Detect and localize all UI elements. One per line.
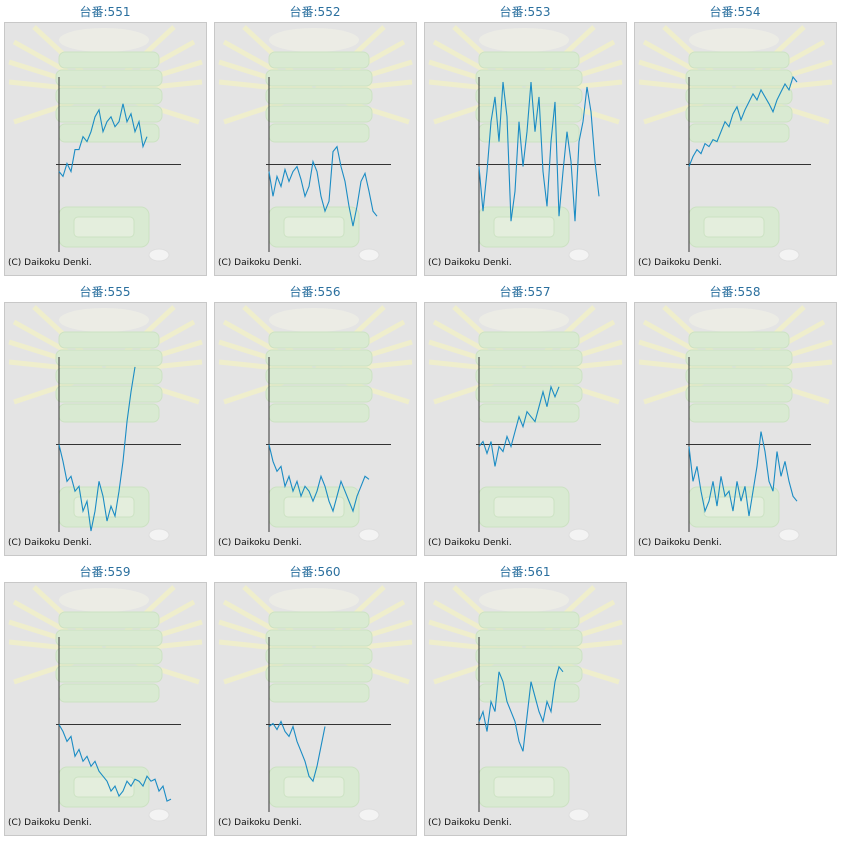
data-line	[478, 384, 560, 467]
data-line	[688, 75, 798, 167]
panel: (C) Daikoku Denki.	[634, 22, 837, 276]
credit: (C) Daikoku Denki.	[8, 818, 92, 828]
panel: (C) Daikoku Denki.	[634, 302, 837, 556]
data-line	[268, 720, 326, 783]
panel: (C) Daikoku Denki.	[4, 22, 207, 276]
credit: (C) Daikoku Denki.	[638, 538, 722, 548]
credit: (C) Daikoku Denki.	[8, 258, 92, 268]
panel: (C) Daikoku Denki.	[424, 582, 627, 836]
data-line	[58, 103, 148, 178]
data-line	[688, 431, 798, 517]
panel: (C) Daikoku Denki.	[4, 302, 207, 556]
panel-title: 台番:560	[290, 564, 341, 579]
credit: (C) Daikoku Denki.	[218, 258, 302, 268]
credit: (C) Daikoku Denki.	[218, 818, 302, 828]
panel: (C) Daikoku Denki.	[424, 302, 627, 556]
data-line	[268, 444, 370, 513]
data-line	[478, 81, 600, 222]
data-line	[58, 366, 136, 532]
panel-title: 台番:554	[710, 4, 761, 19]
credit: (C) Daikoku Denki.	[8, 538, 92, 548]
panel: (C) Daikoku Denki.	[424, 22, 627, 276]
credit: (C) Daikoku Denki.	[428, 258, 512, 268]
credit: (C) Daikoku Denki.	[638, 258, 722, 268]
panel-title: 台番:555	[80, 284, 131, 299]
data-line	[268, 145, 378, 227]
credit: (C) Daikoku Denki.	[428, 538, 512, 548]
panel-title: 台番:557	[500, 284, 551, 299]
panel-title: 台番:552	[290, 4, 341, 19]
panel-title: 台番:556	[290, 284, 341, 299]
panel: (C) Daikoku Denki.	[214, 302, 417, 556]
credit: (C) Daikoku Denki.	[428, 818, 512, 828]
panel-title: 台番:561	[500, 564, 551, 579]
data-line	[58, 724, 172, 802]
panel-title: 台番:551	[80, 4, 131, 19]
credit: (C) Daikoku Denki.	[218, 538, 302, 548]
panel-title: 台番:553	[500, 4, 551, 19]
data-line	[478, 665, 564, 752]
panel-title: 台番:559	[80, 564, 131, 579]
panel: (C) Daikoku Denki.	[4, 582, 207, 836]
panel: (C) Daikoku Denki.	[214, 582, 417, 836]
panel-title: 台番:558	[710, 284, 761, 299]
panel: (C) Daikoku Denki.	[214, 22, 417, 276]
